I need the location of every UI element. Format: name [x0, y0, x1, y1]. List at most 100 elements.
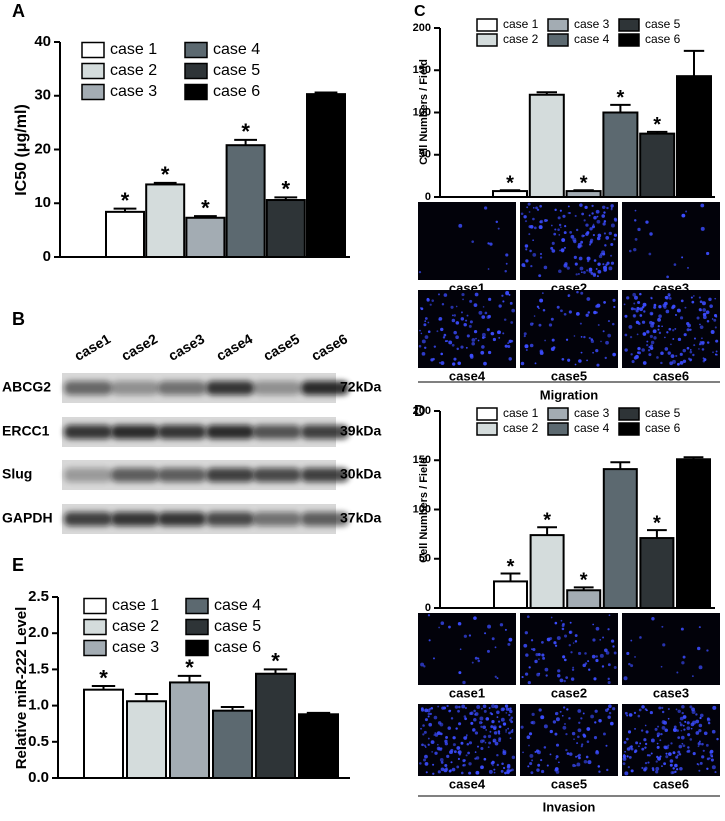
cell-dot	[551, 249, 556, 253]
cell-dot	[584, 652, 587, 655]
cell-dot	[610, 261, 615, 265]
cell-dot	[544, 218, 548, 223]
cell-dot	[498, 336, 501, 339]
cell-dot	[581, 743, 584, 746]
cell-dot	[487, 746, 490, 749]
cell-dot	[661, 706, 664, 709]
cell-dot	[482, 739, 485, 743]
cell-dot	[557, 228, 560, 231]
cell-dot	[463, 763, 466, 767]
cell-dot	[481, 707, 483, 710]
legend-swatch	[81, 62, 105, 80]
cell-dot	[487, 268, 490, 270]
panel-letter: B	[12, 309, 25, 329]
cell-dot	[451, 314, 454, 317]
legend-swatch	[547, 407, 569, 421]
cell-dot	[603, 220, 607, 223]
cell-dot	[711, 729, 716, 734]
cell-dot	[664, 336, 666, 339]
cell-dot	[630, 664, 634, 668]
bar	[492, 190, 528, 199]
legend-swatch	[185, 597, 209, 615]
micrograph-label: case5	[551, 776, 587, 791]
cell-dot	[567, 295, 570, 297]
micrograph-label: case3	[653, 685, 689, 700]
cell-dot	[676, 768, 679, 771]
cell-dot	[525, 653, 529, 657]
cell-dot	[601, 665, 605, 668]
cell-dot	[623, 303, 626, 306]
cell-dot	[652, 329, 657, 334]
cell-dot	[562, 706, 566, 709]
cell-dot	[595, 750, 600, 755]
cell-dot	[647, 349, 651, 352]
bar	[105, 210, 145, 259]
cell-dot	[607, 680, 611, 685]
legend-label: case 1	[110, 41, 157, 58]
cell-dot	[679, 767, 683, 771]
cell-dot	[664, 347, 669, 351]
cell-dot	[438, 626, 440, 629]
cell-dot	[440, 361, 445, 366]
cell-dot	[680, 735, 685, 740]
cell-dot	[568, 717, 571, 720]
cell-dot	[701, 337, 703, 340]
cell-dot	[510, 321, 514, 324]
cell-dot	[555, 755, 559, 759]
cell-dot	[526, 206, 529, 209]
cell-dot	[482, 725, 487, 730]
cell-dot	[525, 248, 528, 251]
panel-letter: D	[414, 403, 426, 420]
cell-dot	[686, 346, 690, 350]
cell-dot	[693, 337, 697, 340]
cell-dot	[487, 624, 492, 629]
cell-dot	[453, 330, 457, 335]
cell-dot	[660, 665, 663, 668]
cell-dot	[444, 763, 448, 768]
cell-dot	[586, 740, 590, 743]
micrograph-label: case4	[449, 368, 486, 383]
cell-dot	[649, 334, 653, 339]
cell-dot	[692, 353, 695, 357]
blot-band	[301, 468, 349, 482]
cell-dot	[578, 721, 581, 724]
cell-dot	[505, 712, 508, 714]
cell-dot	[564, 225, 567, 228]
cell-dot	[577, 272, 580, 276]
cell-dot	[624, 711, 628, 715]
cell-dot	[557, 669, 561, 673]
cell-dot	[698, 343, 702, 346]
blot-row-label: ABCG2	[2, 379, 51, 395]
cell-dot	[446, 754, 450, 759]
micrograph	[622, 613, 720, 685]
y-tick-label: 0.0	[28, 769, 49, 786]
cell-dot	[646, 340, 649, 343]
cell-dot	[503, 318, 507, 321]
cell-dot	[550, 317, 554, 321]
cell-dot	[437, 293, 440, 296]
cell-dot	[594, 709, 598, 713]
cell-dot	[436, 330, 439, 333]
cell-dot	[628, 731, 631, 734]
cell-dot	[609, 721, 614, 726]
cell-dot	[419, 329, 421, 332]
cell-dot	[613, 666, 617, 669]
cell-dot	[645, 220, 649, 224]
cell-dot	[500, 769, 504, 773]
cell-dot	[699, 716, 702, 720]
cell-dot	[598, 770, 601, 773]
cell-dot	[710, 330, 715, 334]
cell-dot	[591, 212, 594, 215]
cell-dot	[558, 233, 561, 236]
cell-dot	[706, 649, 709, 652]
cell-dot	[576, 762, 581, 767]
cell-dot	[681, 256, 684, 259]
cell-dot	[660, 733, 663, 736]
cell-dot	[551, 241, 555, 245]
cell-dot	[486, 328, 490, 332]
bar	[639, 537, 675, 609]
cell-dot	[555, 717, 560, 722]
cell-dot	[595, 658, 599, 663]
cell-dot	[642, 332, 647, 336]
cell-dot	[577, 709, 582, 713]
